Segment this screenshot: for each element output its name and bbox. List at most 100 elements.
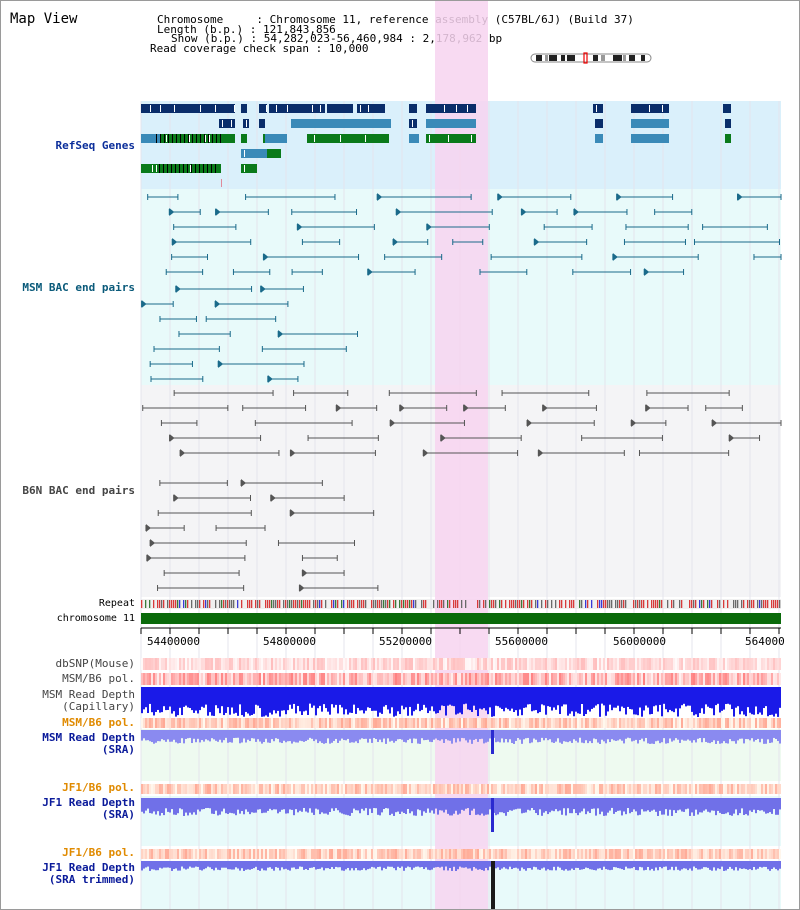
jf1-trim-depth — [417, 861, 419, 867]
msm-b6-pol-sra-cell — [311, 718, 313, 728]
repeat-mark — [591, 600, 593, 608]
msm-b6-pol-cell — [247, 673, 249, 685]
jf1-trim-depth — [419, 861, 421, 868]
msm-cap-depth — [143, 687, 145, 710]
dbsnp-cell — [625, 658, 627, 670]
msm-sra-depth — [379, 730, 381, 740]
msm-sra-depth — [505, 730, 507, 740]
msm-cap-depth — [473, 687, 475, 706]
jf1-sra-depth — [293, 798, 295, 816]
jf1-b6-pol-2-cell — [163, 849, 165, 859]
repeat-mark — [535, 600, 537, 608]
jf1-sra-depth — [191, 798, 193, 815]
msm-b6-pol-sra-cell — [267, 718, 269, 728]
jf1-b6-pol-cell — [637, 784, 639, 794]
msm-b6-pol-cell — [601, 673, 603, 685]
msm-b6-pol-cell — [489, 673, 491, 685]
repeat-mark — [727, 600, 729, 608]
msm-b6-pol-sra-cell — [371, 718, 373, 728]
jf1-b6-pol-2-cell — [177, 849, 179, 859]
jf1-sra-depth — [709, 798, 711, 813]
jf1-b6-pol-cell — [589, 784, 591, 794]
msm-cap-depth — [347, 687, 349, 715]
msm-sra-depth — [501, 730, 503, 739]
msm-sra-depth — [345, 730, 347, 741]
jf1-b6-pol-2-cell — [713, 849, 715, 859]
msm-b6-pol-sra-cell — [285, 718, 287, 728]
msm-b6-pol-cell — [355, 673, 357, 685]
jf1-sra-depth — [645, 798, 647, 812]
repeat-mark — [297, 600, 299, 608]
jf1-b6-pol-cell — [385, 784, 387, 794]
msm-cap-depth — [343, 687, 345, 715]
msm-b6-pol-cell — [309, 673, 311, 685]
jf1-b6-pol-cell — [461, 784, 463, 794]
dbsnp-cell — [145, 658, 147, 670]
jf1-sra-depth — [553, 798, 555, 812]
dbsnp-cell — [489, 658, 491, 670]
msm-b6-pol-cell — [315, 673, 317, 685]
msm-bac-label[interactable]: MSM BAC end pairs — [22, 281, 135, 294]
gene-intron — [234, 105, 235, 112]
msm-b6-pol-sra-cell — [323, 718, 325, 728]
jf1-b6-pol-2-cell — [773, 849, 775, 859]
msm-sra-depth — [179, 730, 181, 743]
jf1-b6-pol-2-cell — [175, 849, 177, 859]
b6n-bac-label[interactable]: B6N BAC end pairs — [22, 484, 135, 497]
gene-block — [426, 119, 476, 128]
jf1-b6-pol-cell — [561, 784, 563, 794]
jf1-b6-pol-2-cell — [145, 849, 147, 859]
dbsnp-cell — [501, 658, 503, 670]
dbsnp-cell — [227, 658, 229, 670]
jf1-b6-pol-2-cell — [357, 849, 359, 859]
dbsnp-cell — [241, 658, 243, 670]
jf1-b6-pol-2-cell — [185, 849, 187, 859]
jf1-sra-depth — [211, 798, 213, 814]
jf1-b6-pol-2-cell — [229, 849, 231, 859]
msm-cap-depth — [203, 687, 205, 708]
jf1-b6-pol-2-cell — [303, 849, 305, 859]
msm-cap-depth — [441, 687, 443, 706]
ideogram-band — [629, 55, 635, 61]
jf1-trim-depth — [161, 861, 163, 869]
jf1-trim-depth — [407, 861, 409, 867]
msm-sra-depth — [683, 730, 685, 741]
gene-intron — [150, 105, 151, 112]
msm-b6-pol-cell — [717, 673, 719, 685]
jf1-trim-depth — [373, 861, 375, 868]
msm-cap-depth — [353, 687, 355, 705]
msm-cap-depth — [771, 687, 773, 715]
repeat-mark — [405, 600, 407, 608]
jf1-b6-pol-2-cell — [167, 849, 169, 859]
jf1-sra-depth — [365, 798, 367, 809]
refseq-genes-label[interactable]: RefSeq Genes — [55, 139, 135, 152]
msm-sra-depth — [153, 730, 155, 744]
jf1-b6-pol-2-cell — [183, 849, 185, 859]
jf1-b6-pol-2-cell — [619, 849, 621, 859]
msm-cap-depth — [595, 687, 597, 706]
msm-b6-pol-cell — [449, 673, 451, 685]
msm-b6-pol-cell — [593, 673, 595, 685]
jf1-sra-depth — [509, 798, 511, 811]
msm-cap-depth — [419, 687, 421, 712]
jf1-b6-pol-cell — [667, 784, 669, 794]
msm-cap-depth — [265, 687, 267, 716]
msm-cap-depth — [443, 687, 445, 707]
gene-exon — [176, 134, 177, 143]
msm-sra-depth — [627, 730, 629, 738]
msm-sra-depth — [477, 730, 479, 742]
msm-cap-depth — [651, 687, 653, 714]
jf1-b6-pol-cell — [579, 784, 581, 794]
msm-sra-depth — [487, 730, 489, 742]
jf1-b6-pol-cell — [417, 784, 419, 794]
jf1-trim-depth — [193, 861, 195, 868]
jf1-b6-pol-2-cell — [293, 849, 295, 859]
jf1-b6-pol-2-cell — [527, 849, 529, 859]
jf1-b6-pol-2-cell — [359, 849, 361, 859]
jf1-b6-pol-2-cell — [533, 849, 535, 859]
jf1-b6-pol-2-cell — [197, 849, 199, 859]
jf1-trim-depth — [703, 861, 705, 868]
msm-cap-depth — [479, 687, 481, 709]
msm-sra-depth — [289, 730, 291, 742]
